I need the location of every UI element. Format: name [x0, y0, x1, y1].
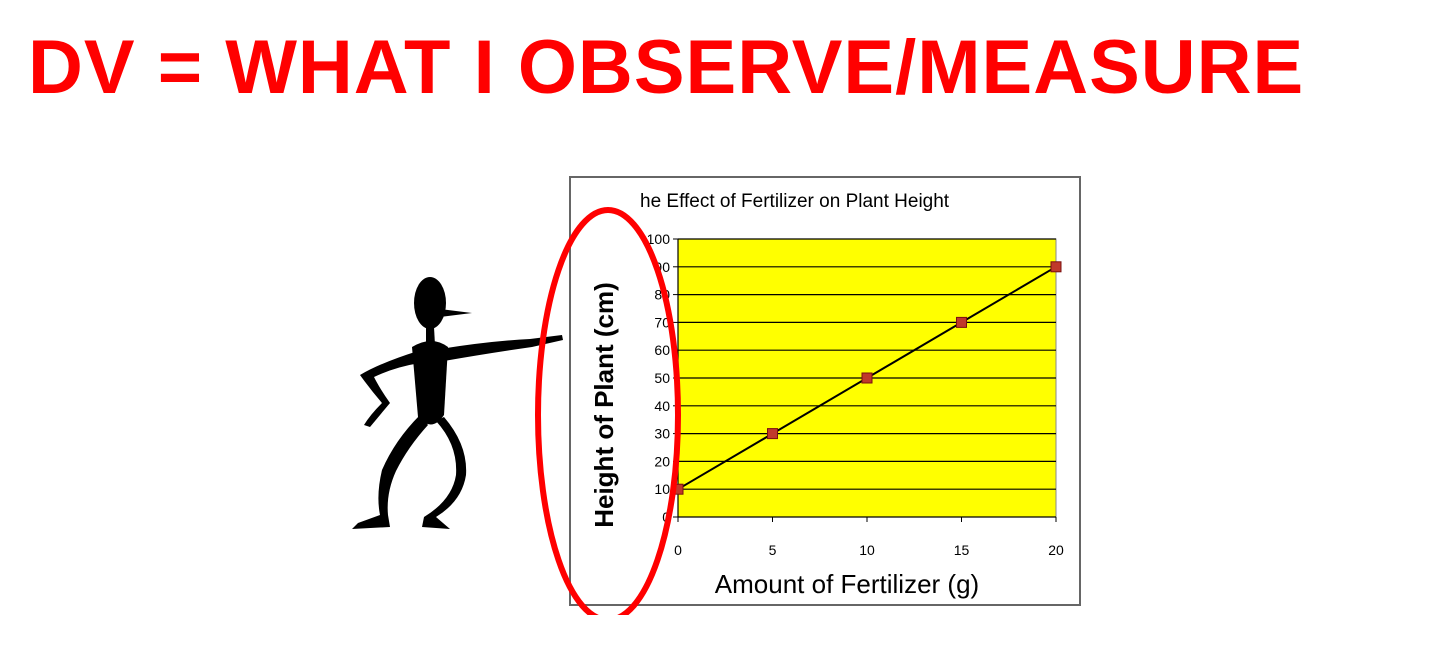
y-axis-title: Height of Plant (cm) — [589, 282, 619, 528]
y-tick-label: 40 — [654, 398, 670, 414]
data-point — [767, 428, 778, 440]
y-tick-label: 70 — [654, 314, 670, 330]
y-tick-label: 20 — [654, 453, 670, 469]
data-point — [861, 372, 873, 384]
page-headline: DV = WHAT I OBSERVE/MEASURE — [28, 25, 1305, 110]
y-tick-label: 50 — [654, 370, 670, 386]
y-tick-label: 60 — [654, 342, 670, 358]
pointing-stick-figure-icon — [352, 277, 563, 529]
x-tick-label: 15 — [954, 542, 970, 558]
x-tick-label: 20 — [1048, 542, 1064, 558]
data-point — [1050, 261, 1062, 273]
chart: 0 10 20 30 40 50 60 70 80 90 100 0 5 10 15 20 he Effec… — [525, 165, 1095, 615]
data-point — [956, 316, 967, 328]
highlight-ellipse — [535, 207, 681, 615]
x-tick-label: 10 — [859, 542, 875, 558]
y-tick-label: 100 — [647, 231, 671, 247]
x-tick-labels: 0 5 10 15 20 — [674, 542, 1064, 558]
y-tick-label: 10 — [654, 481, 670, 497]
x-axis-title: Amount of Fertilizer (g) — [715, 569, 979, 599]
y-tick-label: 30 — [654, 426, 670, 442]
data-series — [672, 261, 1062, 495]
chart-title: he Effect of Fertilizer on Plant Height — [640, 191, 950, 212]
x-tick-label: 0 — [674, 542, 682, 558]
x-tick-label: 5 — [769, 542, 777, 558]
